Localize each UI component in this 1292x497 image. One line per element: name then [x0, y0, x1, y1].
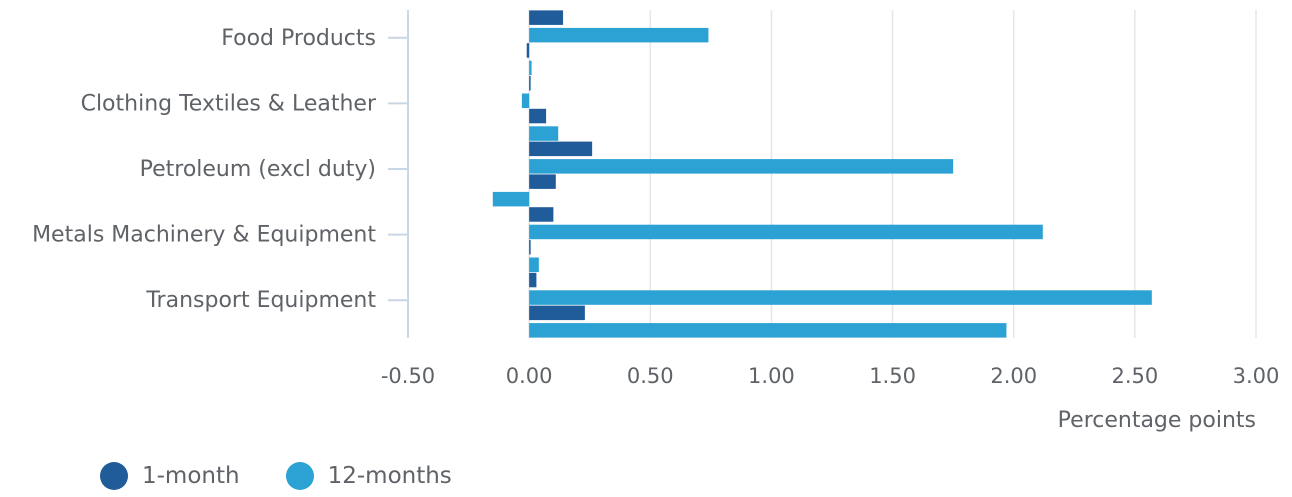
category-label: Food Products: [221, 26, 376, 51]
legend: 1-month 12-months: [100, 462, 452, 490]
bar-12-months[interactable]: [529, 126, 558, 141]
x-tick-label: -0.50: [381, 364, 435, 388]
category-labels: Food Products Clothing Textiles & Leather…: [32, 26, 377, 313]
bar-12-months[interactable]: [529, 258, 539, 273]
category-label: Metals Machinery & Equipment: [32, 223, 376, 248]
grid-lines: [408, 10, 1256, 338]
category-label: Clothing Textiles & Leather: [81, 91, 377, 116]
legend-item-1-month[interactable]: 1-month: [100, 462, 240, 490]
x-tick-label: 1.50: [869, 364, 916, 388]
category-tick-marks: [388, 38, 408, 300]
bar-12-months[interactable]: [529, 225, 1043, 240]
bar-1-month[interactable]: [529, 142, 592, 157]
x-tick-label: 2.00: [990, 364, 1037, 388]
x-tick-label: 2.50: [1111, 364, 1158, 388]
bar-12-months[interactable]: [529, 159, 953, 174]
legend-swatch-1-month: [100, 462, 128, 490]
legend-label-12-months: 12-months: [328, 463, 452, 489]
bar-12-months[interactable]: [529, 61, 531, 75]
x-tick-label: 0.00: [506, 364, 553, 388]
bar-1-month[interactable]: [529, 10, 563, 25]
bar-1-month[interactable]: [529, 76, 531, 91]
bar-12-months[interactable]: [522, 94, 529, 109]
bar-1-month[interactable]: [529, 174, 556, 189]
legend-item-12-months[interactable]: 12-months: [286, 462, 452, 490]
x-axis-title: Percentage points: [1058, 408, 1256, 433]
bar-1-month[interactable]: [529, 273, 536, 288]
category-label: Transport Equipment: [145, 288, 376, 313]
bar-12-months[interactable]: [529, 290, 1152, 305]
bar-12-months[interactable]: [529, 323, 1006, 338]
bar-chart: Food Products Clothing Textiles & Leather…: [0, 0, 1292, 460]
x-tick-label: 0.50: [627, 364, 674, 388]
legend-label-1-month: 1-month: [142, 463, 240, 489]
bar-1-month[interactable]: [529, 240, 531, 255]
legend-swatch-12-months: [286, 462, 314, 490]
bar-1-month[interactable]: [529, 306, 585, 321]
bar-12-months[interactable]: [529, 28, 708, 43]
bar-1-month[interactable]: [529, 109, 546, 124]
bar-1-month[interactable]: [527, 43, 529, 58]
bar-1-month[interactable]: [529, 207, 553, 222]
x-tick-label: 3.00: [1233, 364, 1280, 388]
x-tick-label: 1.00: [748, 364, 795, 388]
x-tick-labels: -0.50 0.00 0.50 1.00 1.50 2.00 2.50 3.00: [381, 364, 1280, 388]
category-label: Petroleum (excl duty): [140, 157, 376, 182]
bar-12-months[interactable]: [493, 192, 529, 207]
bars: [493, 10, 1152, 337]
